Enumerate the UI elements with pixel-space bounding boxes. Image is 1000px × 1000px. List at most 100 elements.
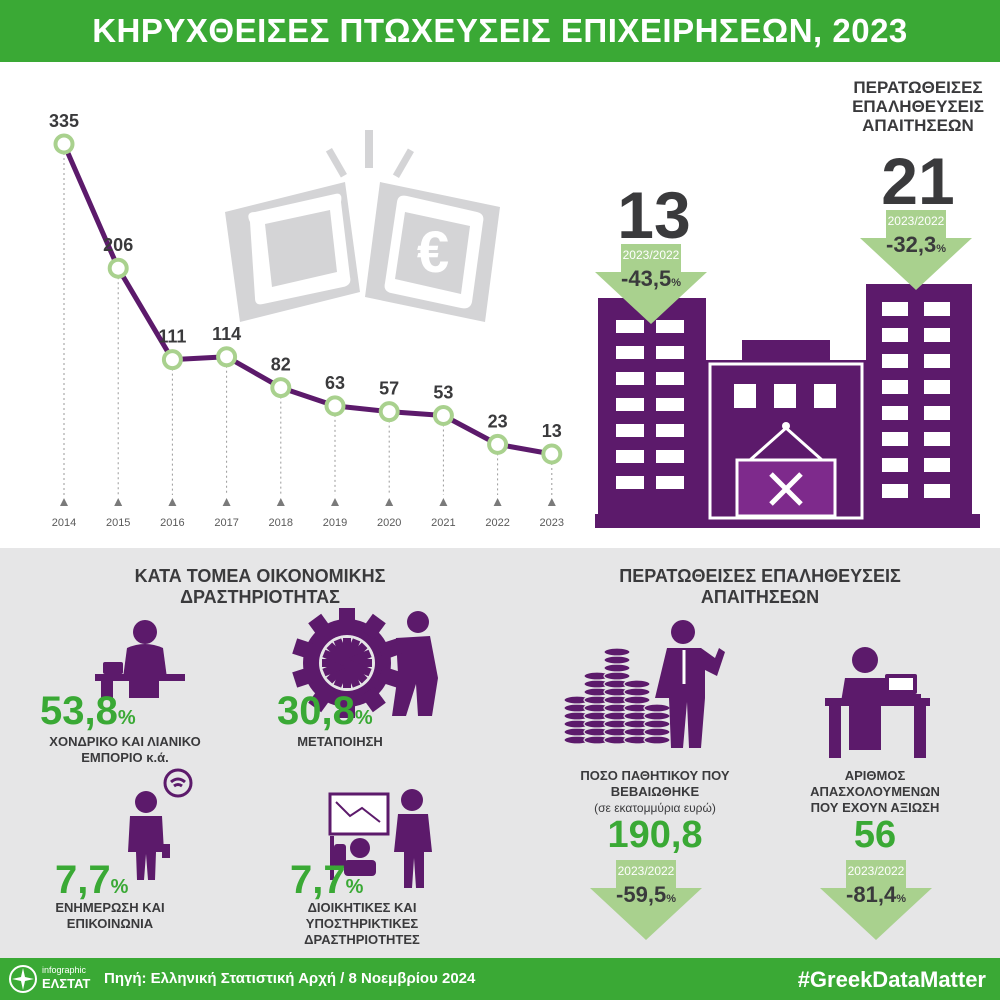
- data-point: [161, 349, 183, 371]
- percent-unit: %: [354, 707, 373, 729]
- right-building-change-arrow: 2023/2022 -32,3%: [860, 210, 972, 290]
- data-label: 111: [158, 327, 186, 347]
- x-tick-marker: [276, 498, 285, 506]
- data-label: 114: [212, 324, 241, 344]
- percent-unit: %: [896, 893, 906, 905]
- percent-unit: %: [671, 277, 681, 289]
- employees-value: 56: [853, 814, 897, 856]
- page-title: ΚΗΡΥΧΘΕΙΣΕΣ ΠΤΩΧΕΥΣΕΙΣ ΕΠΙΧΕΙΡΗΣΕΩΝ, 202…: [92, 12, 908, 49]
- gear-worker-icon: [292, 608, 438, 718]
- svg-text:€: €: [417, 220, 449, 285]
- data-point: [216, 346, 238, 368]
- percent-unit: %: [666, 893, 676, 905]
- data-point: [107, 257, 129, 279]
- data-label: 335: [49, 111, 79, 131]
- liabilities-change-arrow: 2023/2022 -59,5%: [590, 860, 702, 940]
- sector-info-value: 7,7: [55, 858, 111, 902]
- source-text: Πηγή: Ελληνική Στατιστική Αρχή: [104, 970, 336, 987]
- sector-trade-value: 53,8: [40, 689, 118, 733]
- x-tick-label: 2015: [106, 517, 130, 529]
- x-tick-label: 2016: [160, 517, 184, 529]
- data-point: [378, 401, 400, 423]
- sector-info-label: ΕΝΗΜΕΡΩΣΗ ΚΑΙ ΕΠΙΚΟΙΝΩΝΙΑ: [55, 900, 165, 931]
- coins-person-icon: [563, 620, 725, 748]
- x-tick-marker: [493, 498, 502, 506]
- data-label: 57: [379, 379, 399, 399]
- logo-top-text: infographic: [42, 965, 87, 975]
- x-tick-marker: [331, 498, 339, 506]
- data-point: [541, 443, 563, 465]
- data-point: [487, 433, 509, 455]
- right-building-value: 21: [881, 144, 955, 218]
- data-point: [324, 395, 346, 417]
- data-point: [270, 377, 292, 399]
- percent-unit: %: [936, 243, 946, 255]
- sectors-title: ΚΑΤΑ ΤΟΜΕΑ ΟΙΚΟΝΟΜΙΚΗΣ ΔΡΑΣΤΗΡΙΟΤΗΤΑΣ: [134, 566, 386, 607]
- data-label: 82: [271, 355, 291, 375]
- footer-bar: infographic ΕΛΣΤΑΤ Πηγή: Ελληνική Στατισ…: [0, 958, 1000, 1000]
- x-tick-marker: [439, 498, 448, 506]
- left-building-change: -43,5: [621, 266, 672, 291]
- data-label: 206: [103, 235, 133, 255]
- buildings-illustration: [595, 284, 980, 528]
- percent-unit: %: [117, 707, 136, 729]
- series-line: [61, 143, 553, 457]
- elstat-logo-icon: [9, 965, 37, 993]
- hashtag: #GreekDataMatter: [797, 967, 986, 992]
- x-tick-label: 2017: [214, 517, 238, 529]
- elstat-logo-text: infographic ΕΛΣΤΑΤ: [42, 964, 90, 990]
- sector-manufacturing-label: ΜΕΤΑΠΟΙΗΣΗ: [297, 734, 383, 749]
- data-label: 13: [542, 421, 562, 441]
- left-building-period: 2023/2022: [622, 248, 680, 262]
- bankruptcy-line-chart: 2014 2015 2016 2017 2018 2019 2020 2021 2022 2023…: [49, 111, 564, 529]
- x-tick-marker: [547, 498, 556, 506]
- bottom-section: ΚΑΤΑ ΤΟΜΕΑ ΟΙΚΟΝΟΜΙΚΗΣ ΔΡΑΣΤΗΡΙΟΤΗΤΑΣ: [0, 548, 1000, 958]
- right-building-period: 2023/2022: [887, 214, 945, 228]
- data-point: [53, 133, 75, 155]
- x-tick-marker: [114, 498, 123, 506]
- sector-admin-value: 7,7: [290, 858, 346, 902]
- percent-unit: %: [110, 876, 129, 898]
- x-tick-label: 2022: [485, 517, 509, 529]
- office-presentation-icon: [328, 789, 432, 888]
- x-tick-label: 2014: [52, 517, 76, 529]
- liabilities-value: 190,8: [607, 814, 703, 856]
- x-tick-label: 2019: [323, 517, 347, 529]
- x-tick-marker: [222, 498, 231, 506]
- x-tick-label: 2018: [269, 517, 293, 529]
- liabilities-label: ΠΟΣΟ ΠΑΘΗΤΙΚΟΥ ΠΟΥ ΒΕΒΑΙΩΘΗΚΕ: [580, 768, 730, 799]
- sector-admin-label: ΔΙΟΙΚΗΤΙΚΕΣ ΚΑΙ ΥΠΟΣΤΗΡΙΚΤΙΚΕΣ ΔΡΑΣΤΗΡΙΟ…: [304, 900, 420, 947]
- left-building-value: 13: [617, 178, 691, 252]
- percent-unit: %: [345, 876, 364, 898]
- top-section: € 2014 2015 2016 2017 2018 2019 2020 2021 2022 20…: [0, 62, 1000, 548]
- broken-banknote-icon: €: [225, 130, 500, 322]
- x-tick-label: 2023: [540, 517, 564, 529]
- source-date: / 8 Νοεμβρίου 2024: [340, 970, 476, 987]
- sector-manufacturing-value: 30,8: [277, 689, 355, 733]
- right-building-title: ΠΕΡΑΤΩΘΕΙΣΕΣ ΕΠΑΛΗΘΕΥΣΕΙΣ ΑΠΑΙΤΗΣΕΩΝ: [852, 78, 984, 135]
- data-label: 53: [433, 382, 453, 402]
- logo-bottom-text: ΕΛΣΤΑΤ: [42, 976, 91, 991]
- employee-desk-icon: [825, 647, 930, 758]
- liabilities-note: (σε εκατομμύρια ευρώ): [594, 801, 716, 815]
- data-label: 63: [325, 373, 345, 393]
- data-label: 23: [488, 411, 508, 431]
- person-wifi-icon: [128, 768, 193, 880]
- left-building-change-arrow: 2023/2022 -43,5%: [595, 244, 707, 324]
- sector-trade-label: ΧΟΝΔΡΙΚΟ ΚΑΙ ΛΙΑΝΙΚΟ ΕΜΠΟΡΙΟ κ.ά.: [49, 734, 201, 765]
- data-point: [432, 404, 454, 426]
- x-tick-label: 2020: [377, 517, 401, 529]
- x-tick-marker: [385, 498, 394, 506]
- employees-label: ΑΡΙΘΜΟΣ ΑΠΑΣΧΟΛΟΥΜΕΝΩΝ ΠΟΥ ΕΧΟΥΝ ΑΞΙΩΣΗ: [810, 768, 940, 815]
- liabilities-change: -59,5: [616, 882, 667, 907]
- claims-title: ΠΕΡΑΤΩΘΕΙΣΕΣ ΕΠΑΛΗΘΕΥΣΕΙΣ ΑΠΑΙΤΗΣΕΩΝ: [619, 566, 901, 607]
- employees-period: 2023/2022: [847, 864, 905, 878]
- desk-phone-person-icon: [95, 620, 185, 698]
- x-tick-marker: [60, 498, 68, 506]
- liabilities-period: 2023/2022: [617, 864, 675, 878]
- header-bar: ΚΗΡΥΧΘΕΙΣΕΣ ΠΤΩΧΕΥΣΕΙΣ ΕΠΙΧΕΙΡΗΣΕΩΝ, 202…: [0, 0, 1000, 62]
- employees-change: -81,4: [846, 882, 897, 907]
- x-tick-label: 2021: [431, 517, 455, 529]
- employees-change-arrow: 2023/2022 -81,4%: [820, 860, 932, 940]
- x-tick-marker: [168, 498, 177, 506]
